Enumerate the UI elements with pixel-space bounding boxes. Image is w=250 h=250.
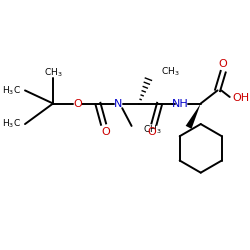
Text: CH$_3$: CH$_3$ bbox=[162, 66, 180, 78]
Text: NH: NH bbox=[172, 98, 188, 108]
Text: H$_3$C: H$_3$C bbox=[2, 118, 21, 130]
Text: O: O bbox=[73, 98, 82, 108]
Text: O: O bbox=[101, 126, 110, 136]
Text: CH$_3$: CH$_3$ bbox=[143, 124, 162, 136]
Text: O: O bbox=[219, 59, 228, 69]
Polygon shape bbox=[186, 104, 201, 129]
Text: CH$_3$: CH$_3$ bbox=[44, 66, 62, 79]
Text: O: O bbox=[148, 126, 156, 136]
Text: N: N bbox=[114, 98, 123, 108]
Text: H$_3$C: H$_3$C bbox=[2, 84, 21, 97]
Text: OH: OH bbox=[232, 93, 250, 103]
